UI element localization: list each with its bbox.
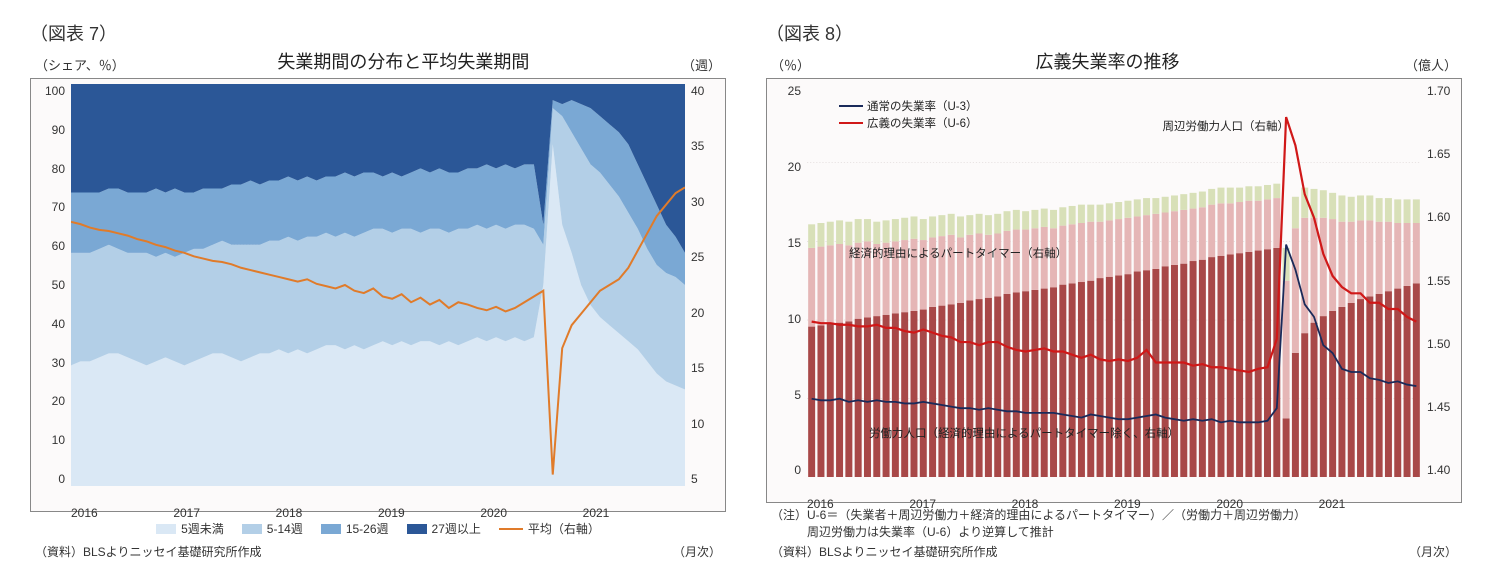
legend-u6: 広義の失業率（U-6） — [867, 115, 978, 131]
chart7-plot — [71, 84, 685, 486]
chart7-area: 1009080706050403020100 403530252015105 2… — [30, 78, 726, 512]
chart7-footer: （資料）BLSよりニッセイ基礎研究所作成 （月次） — [30, 543, 726, 560]
chart8-source: （資料）BLSよりニッセイ基礎研究所作成 — [771, 543, 997, 560]
fig8-label: （図表 8） — [766, 20, 1462, 46]
chart8-freq: （月次） — [1409, 543, 1457, 560]
chart7-header: （シェア、％） 失業期間の分布と平均失業期間 （週） — [30, 48, 726, 74]
chart8-inline-legend-top: 通常の失業率（U-3） 広義の失業率（U-6） — [837, 97, 980, 133]
chart8-unit-left: （％） — [771, 55, 810, 74]
chart8-y-right: 1.701.651.601.551.501.451.40 — [1423, 84, 1461, 477]
chart8-y-left: 2520151050 — [767, 84, 805, 477]
chart7-title: 失業期間の分布と平均失業期間 — [125, 48, 682, 74]
legend-u3: 通常の失業率（U-3） — [867, 98, 978, 114]
chart7-unit-left: （シェア、％） — [35, 55, 125, 74]
chart8-area: 2520151050 1.701.651.601.551.501.451.40 … — [766, 78, 1462, 503]
chart7-freq: （月次） — [673, 543, 721, 560]
chart8-footer: （資料）BLSよりニッセイ基礎研究所作成 （月次） — [766, 543, 1462, 560]
fig7-label: （図表 7） — [30, 20, 726, 46]
chart8-unit-right: （億人） — [1405, 55, 1457, 74]
chart7-y-right: 403530252015105 — [687, 84, 725, 486]
chart7-source: （資料）BLSよりニッセイ基礎研究所作成 — [35, 543, 261, 560]
chart8-label-parttimer: 経済的理由によるパートタイマー（右軸） — [847, 244, 1069, 262]
chart8-notes: （注）U-6＝（失業者＋周辺労働力＋経済的理由によるパートタイマー）／（労働力＋… — [766, 507, 1462, 541]
chart7-y-left: 1009080706050403020100 — [31, 84, 69, 486]
chart8-title: 広義失業率の推移 — [810, 48, 1405, 74]
chart-8-panel: （図表 8） （％） 広義失業率の推移 （億人） 2520151050 1.70… — [766, 20, 1462, 560]
chart8-label-laborforce: 労働力人口（経済的理由によるパートタイマー除く、右軸） — [867, 424, 1181, 442]
chart8-note2: 周辺労働力は失業率（U-6）より逆算して推計 — [771, 524, 1457, 541]
chart8-plot — [807, 84, 1421, 477]
chart7-unit-right: （週） — [682, 55, 721, 74]
chart8-header: （％） 広義失業率の推移 （億人） — [766, 48, 1462, 74]
chart8-label-marginal: 周辺労働力人口（右軸） — [1161, 117, 1292, 135]
chart-7-panel: （図表 7） （シェア、％） 失業期間の分布と平均失業期間 （週） 100908… — [30, 20, 726, 560]
